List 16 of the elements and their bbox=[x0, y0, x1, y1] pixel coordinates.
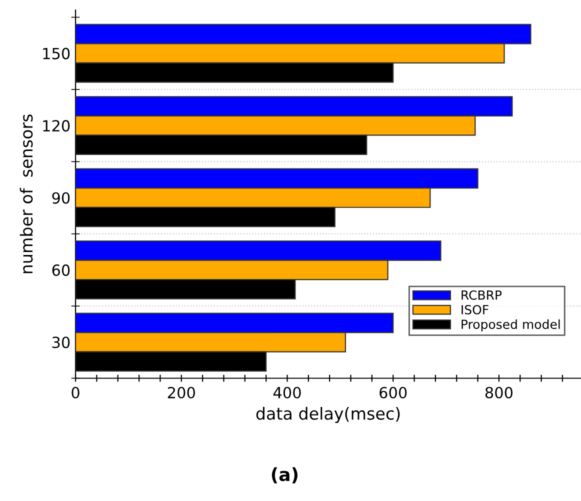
legend-label: ISOF bbox=[462, 304, 488, 314]
text: (a) bbox=[272, 467, 298, 484]
x-axis-title: data delay(msec) bbox=[256, 406, 400, 424]
y-tick-label: 60 bbox=[52, 264, 70, 276]
y-axis-title: number of sensors bbox=[20, 114, 33, 274]
x-tick-label: 0 bbox=[72, 386, 80, 398]
legend-label: Proposed model bbox=[462, 319, 560, 332]
y-tick-label: 120 bbox=[43, 120, 70, 132]
legend-label: RCBRP bbox=[462, 290, 502, 300]
x-tick-label: 800 bbox=[485, 386, 513, 398]
y-tick-label: 90 bbox=[52, 192, 70, 204]
x-tick-label: 400 bbox=[273, 386, 301, 398]
x-tick-label: 600 bbox=[380, 386, 407, 398]
y-tick-label: 30 bbox=[52, 336, 70, 348]
y-tick-label: 150 bbox=[43, 48, 70, 60]
x-tick-label: 200 bbox=[168, 386, 195, 398]
